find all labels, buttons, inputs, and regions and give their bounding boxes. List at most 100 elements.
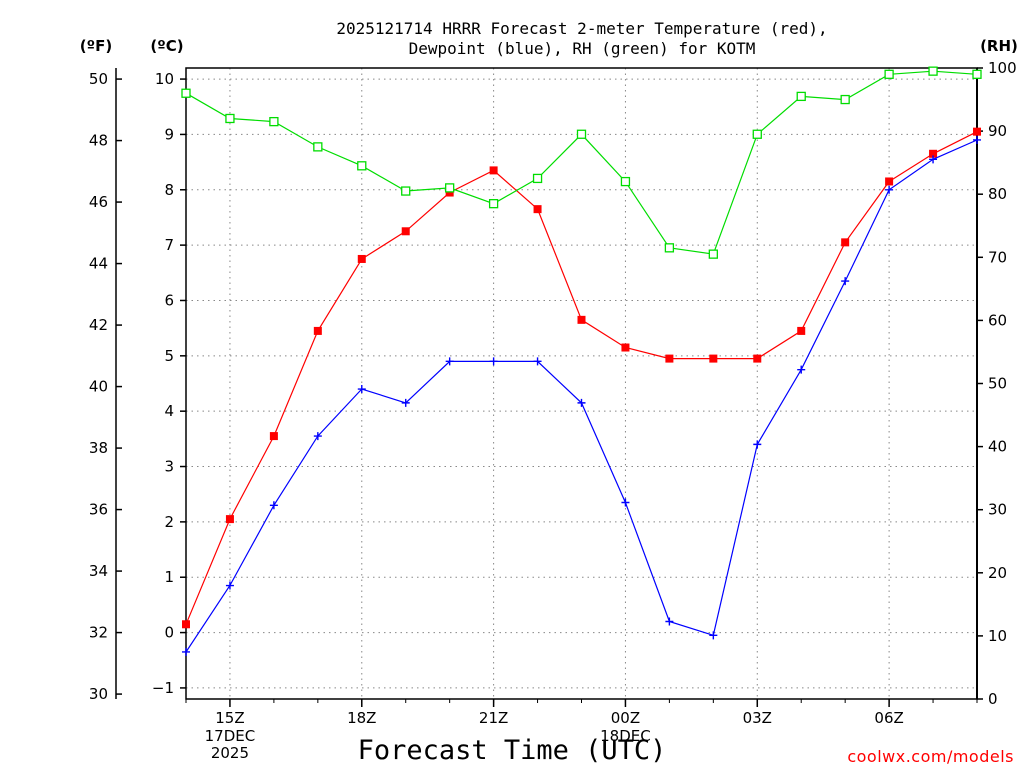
x-tick-label: 03Z [743,709,772,727]
2-meter-temperature-point [533,205,542,214]
dewpoint-point [182,647,190,656]
dewpoint-point [445,357,454,366]
rh-tick-label: 40 [988,438,1007,456]
chart-title-line-1: 2025121714 HRRR Forecast 2-meter Tempera… [336,19,827,38]
celsius-tick-label: 3 [164,458,174,476]
fahrenheit-tick-label: 40 [89,378,108,396]
rh-tick-label: 70 [988,248,1007,266]
2-meter-temperature-point [182,620,190,629]
rh-point [884,69,894,79]
x-axis-label: Forecast Time (UTC) [358,735,667,766]
dewpoint-point [753,440,762,449]
fahrenheit-tick-label: 38 [89,439,108,457]
x-tick-label: 21Z [479,709,508,727]
dewpoint-point [577,398,586,407]
2-meter-temperature-point [401,227,410,236]
axes-layer: 3032343638404244464850−10123456789100102… [89,59,1017,762]
dewpoint-point [269,501,278,510]
unit-label-celsius: (ºC) [150,37,183,55]
x-tick-label: 18Z [347,709,376,727]
dewpoint-point [885,185,894,194]
2-meter-temperature-point [313,326,322,335]
dewpoint-point [533,357,542,366]
rh-point [972,69,982,79]
rh-tick-label: 10 [988,627,1007,645]
dewpoint-point [225,581,234,590]
x-tick-sublabel: 18DEC [600,727,651,745]
rh-point [752,129,762,139]
rh-point [840,94,850,105]
2-meter-temperature-point [841,238,850,247]
rh-point [708,249,718,259]
2-meter-temperature-point [973,127,981,136]
rh-tick-label: 80 [988,185,1007,203]
rh-tick-label: 30 [988,501,1007,519]
2-meter-temperature-point [709,354,718,363]
rh-point [225,113,235,124]
rh-point [928,66,938,76]
rh-tick-label: 20 [988,564,1007,582]
2-meter-temperature-point [797,326,806,335]
rh-point [445,183,455,193]
2-meter-temperature-point [885,177,894,186]
celsius-tick-label: 0 [164,624,174,642]
rh-point [620,176,631,187]
fahrenheit-tick-label: 30 [89,685,108,703]
fahrenheit-tick-label: 48 [89,132,108,150]
rh-point [796,91,806,102]
x-tick-label: 15Z [215,709,244,727]
dewpoint-point [621,498,630,507]
fahrenheit-tick-label: 34 [89,562,108,580]
dewpoint-line [185,139,978,653]
rh-point [576,129,587,139]
2-meter-temperature-point [357,254,366,263]
dewpoint-point [929,155,938,164]
dewpoint-point [709,631,718,640]
2-meter-temperature-point [665,354,674,363]
fahrenheit-tick-label: 46 [89,193,108,211]
series-layer [181,66,982,656]
2-meter-temperature-point [225,515,234,524]
credit-text: coolwx.com/models [847,747,1014,766]
dewpoint-point [357,385,366,394]
celsius-tick-label: −1 [152,679,174,697]
2-meter-temperature-point [753,354,762,363]
dewpoint-point [797,365,806,374]
2-meter-temperature-point [489,166,498,175]
rh-point [269,116,279,127]
2-meter-temperature-point [929,149,938,158]
fahrenheit-tick-label: 42 [89,316,108,334]
2-meter-temperature-point [269,432,278,441]
rh-point [313,142,323,152]
dewpoint-point [665,617,674,626]
celsius-tick-label: 6 [164,291,174,309]
celsius-tick-label: 5 [164,347,174,365]
x-tick-label: 06Z [874,709,903,727]
rh-point [488,199,499,209]
2-meter-temperature-line [185,131,978,625]
x-tick-label: 00Z [611,709,640,727]
rh-point [664,243,675,253]
rh-tick-label: 90 [988,122,1007,140]
dewpoint-point [973,135,981,144]
rh-line [185,70,978,255]
x-tick-sublabel: 2025 [211,744,249,762]
celsius-tick-label: 2 [164,513,174,531]
celsius-tick-label: 4 [164,402,174,420]
celsius-tick-label: 8 [164,181,174,199]
unit-label-fahrenheit: (ºF) [80,37,112,55]
fahrenheit-tick-label: 36 [89,501,108,519]
rh-tick-label: 60 [988,311,1007,329]
2-meter-temperature-point [577,315,586,324]
chart-title-line-2: Dewpoint (blue), RH (green) for KOTM [409,39,756,58]
rh-tick-label: 50 [988,375,1007,393]
rh-tick-label: 100 [988,59,1017,77]
dewpoint-point [841,277,850,286]
unit-label-rh: (RH) [980,37,1018,55]
fahrenheit-tick-label: 44 [89,255,108,273]
rh-point [181,88,191,98]
2-meter-temperature-point [621,343,630,352]
grid-layer [186,68,977,699]
dewpoint-point [489,357,498,366]
